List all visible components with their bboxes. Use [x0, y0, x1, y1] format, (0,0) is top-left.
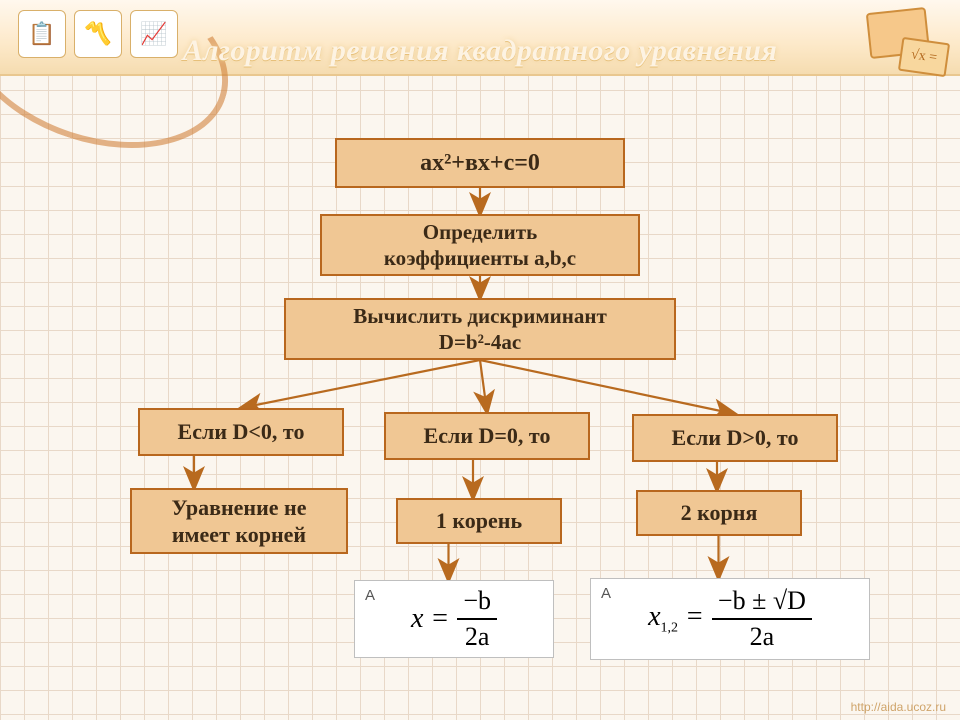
slide-page: 📋 〽️ 📈 Алгоритм решения квадратного урав…: [0, 0, 960, 720]
footer-url: http://aida.ucoz.ru: [851, 700, 946, 714]
flow-arrow: [241, 360, 480, 408]
flow-arrow: [480, 360, 487, 412]
arrow-layer: [0, 0, 960, 720]
flow-arrow: [480, 360, 735, 414]
